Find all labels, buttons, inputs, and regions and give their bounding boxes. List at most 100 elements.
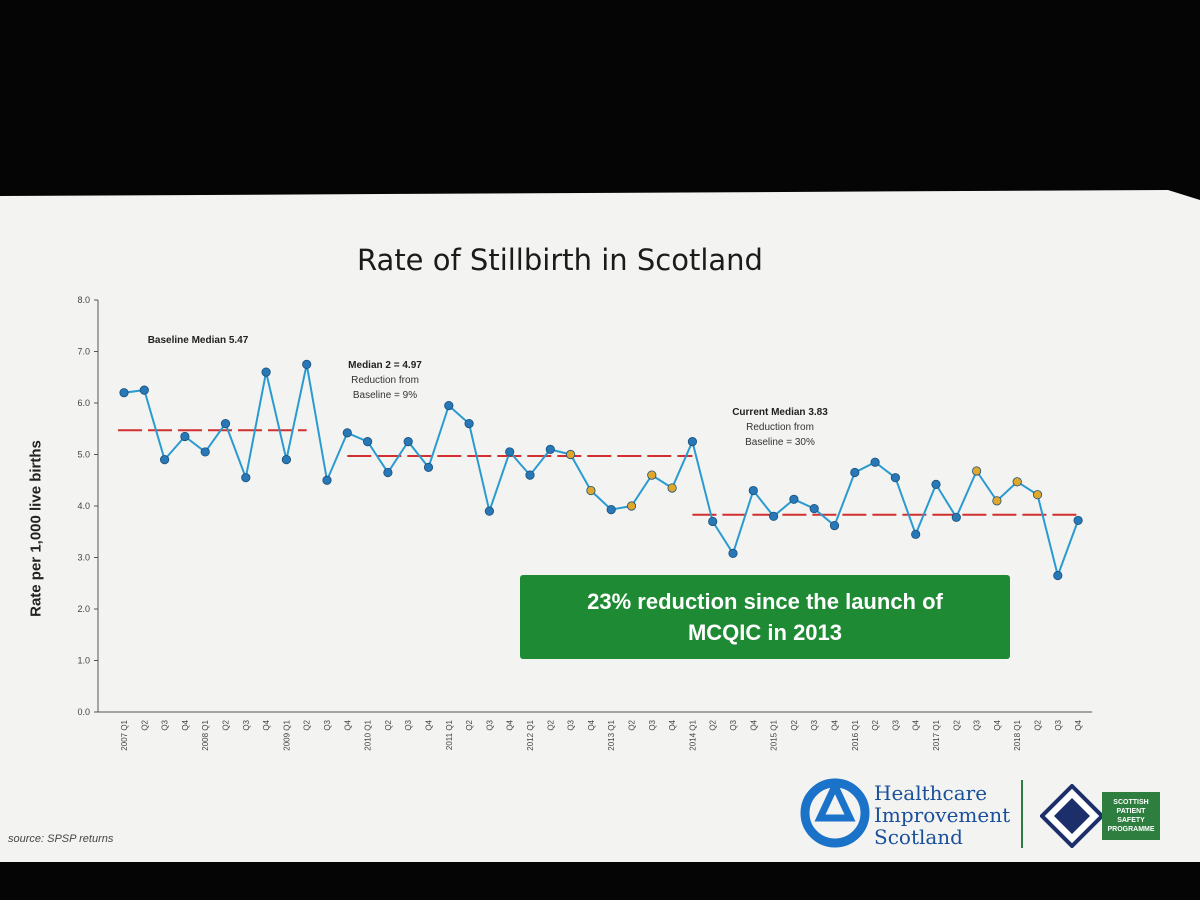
data-point: [647, 470, 657, 480]
data-point: [667, 483, 677, 493]
current-median-label: Current Median 3.83: [732, 407, 828, 418]
x-tick-label: Q2: [871, 719, 880, 730]
x-tick-label: Q2: [790, 719, 799, 730]
data-point: [1053, 570, 1063, 581]
x-tick-label: Q2: [140, 719, 149, 730]
x-tick-label: Q3: [973, 719, 982, 730]
x-tick-label: Q3: [404, 719, 413, 730]
data-point: [220, 418, 231, 429]
data-point: [565, 449, 576, 460]
x-tick-label: Q3: [810, 719, 819, 730]
median2-sub1: Reduction from: [351, 375, 419, 386]
x-tick-label: Q3: [729, 719, 738, 730]
x-tick-label: Q4: [425, 719, 434, 730]
x-tick-label: 2012 Q1: [526, 719, 535, 750]
x-tick-label: 2016 Q1: [851, 719, 860, 750]
data-point: [484, 506, 494, 516]
logo-line2: Improvement: [874, 803, 1011, 827]
his-logo-icon: [800, 778, 870, 848]
data-point: [525, 470, 535, 480]
x-tick-label: 2018 Q1: [1013, 719, 1022, 750]
logo-divider: [1021, 780, 1023, 848]
data-point: [626, 501, 637, 511]
x-tick-label: Q4: [587, 719, 596, 730]
x-tick-label: Q2: [384, 719, 393, 730]
spsp-line3: SAFETY: [1117, 817, 1145, 824]
data-point: [768, 511, 779, 521]
data-point: [1012, 477, 1022, 487]
spsp-line4: PROGRAMME: [1107, 826, 1155, 833]
x-tick-label: Q2: [952, 719, 961, 730]
data-point: [180, 431, 190, 442]
data-point: [160, 455, 170, 465]
x-tick-label: 2013 Q1: [607, 719, 616, 750]
data-point: [951, 512, 961, 522]
y-tick-label: 3.0: [77, 553, 90, 563]
data-point: [870, 457, 880, 467]
x-tick-label: Q4: [831, 719, 840, 730]
data-point: [403, 437, 413, 447]
x-tick-label: Q3: [648, 719, 657, 730]
data-point: [423, 462, 434, 472]
x-tick-label: Q2: [709, 719, 718, 730]
data-point: [119, 388, 129, 398]
data-point: [464, 418, 474, 429]
x-tick-label: Q3: [891, 719, 900, 730]
data-point: [383, 467, 393, 478]
data-point: [505, 447, 515, 457]
y-tick-label: 1.0: [77, 656, 90, 666]
x-tick-label: Q2: [546, 719, 555, 730]
data-point: [789, 494, 799, 504]
x-tick-label: Q3: [242, 719, 251, 730]
data-point: [992, 496, 1002, 506]
data-point: [302, 359, 312, 369]
data-point: [728, 548, 738, 558]
x-tick-label: Q4: [262, 719, 271, 730]
x-tick-label: Q4: [343, 719, 352, 730]
data-point: [281, 455, 291, 465]
x-tick-label: Q4: [1074, 719, 1083, 730]
baseline-median-label: Baseline Median 5.47: [147, 335, 249, 346]
x-tick-label: Q4: [506, 719, 515, 730]
data-point: [748, 485, 758, 496]
reduction-callout: 23% reduction since the launch of MCQIC …: [520, 575, 1010, 659]
median2-annotation: Median 2 = 4.97 Reduction from Baseline …: [320, 358, 450, 403]
current-sub1: Reduction from: [746, 422, 814, 433]
x-tick-label: Q4: [181, 719, 190, 730]
data-point: [890, 473, 901, 483]
data-point: [261, 367, 271, 377]
chart-title: Rate of Stillbirth in Scotland: [357, 243, 763, 277]
data-point: [139, 385, 149, 395]
data-point: [241, 473, 251, 483]
data-point: [545, 444, 555, 454]
y-tick-label: 5.0: [77, 450, 90, 460]
data-point: [687, 437, 698, 447]
x-tick-label: 2009 Q1: [282, 719, 291, 750]
y-tick-label: 8.0: [77, 295, 90, 305]
x-tick-label: 2015 Q1: [770, 719, 779, 750]
y-tick-label: 2.0: [77, 604, 90, 614]
x-tick-label: Q2: [303, 719, 312, 730]
data-point: [809, 503, 819, 514]
x-tick-label: 2007 Q1: [120, 719, 129, 750]
data-point: [1032, 490, 1043, 500]
data-point: [1073, 515, 1083, 526]
data-point: [200, 447, 210, 457]
x-tick-label: 2010 Q1: [364, 719, 373, 750]
data-point: [606, 505, 616, 515]
data-point: [931, 479, 941, 489]
median2-label: Median 2 = 4.97: [348, 360, 422, 371]
x-tick-label: 2008 Q1: [201, 719, 210, 750]
data-point: [911, 529, 921, 539]
x-tick-label: Q3: [1054, 719, 1063, 730]
spsp-logo: SCOTTISH PATIENT SAFETY PROGRAMME: [1102, 792, 1160, 840]
baseline-median-annotation: Baseline Median 5.47: [118, 333, 278, 348]
x-tick-label: Q3: [161, 719, 170, 730]
x-tick-label: Q3: [485, 719, 494, 730]
y-tick-label: 0.0: [77, 707, 90, 717]
x-tick-label: Q2: [628, 719, 637, 730]
x-tick-label: Q2: [465, 719, 474, 730]
x-tick-label: Q4: [993, 719, 1002, 730]
spsp-badge-icon: [1040, 784, 1104, 848]
